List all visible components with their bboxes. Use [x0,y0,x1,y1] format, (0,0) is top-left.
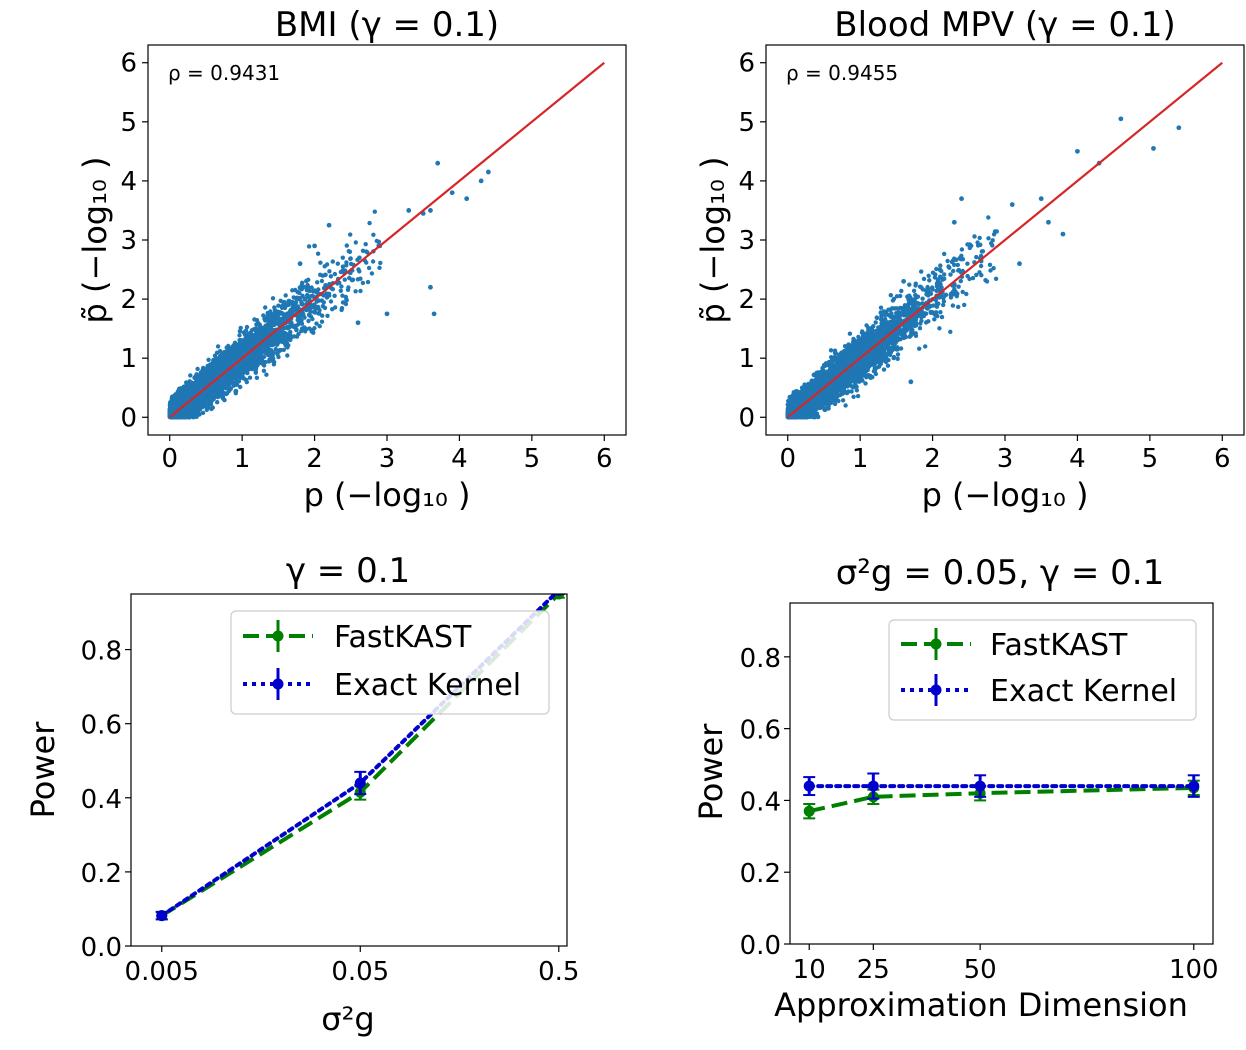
scatter-point [377,265,382,270]
scatter-point [339,306,345,311]
scatter-point [294,327,299,333]
scatter-point [322,305,328,311]
scatter-point [332,293,337,298]
scatter-point [338,288,343,293]
scatter-point [306,244,312,249]
scatter-point [344,263,349,268]
scatter-point [319,278,325,284]
scatter-point [348,261,354,267]
scatter-point [342,277,347,282]
scatter-point [318,260,323,265]
scatter-point [309,285,314,290]
scatter-point [233,388,239,394]
scatter-point [330,259,335,264]
scatter-point [206,357,211,362]
scatter-point [292,334,297,339]
scatter-point [188,373,193,378]
scatter-point [330,287,335,292]
scatter-point [323,272,328,277]
scatter-point [335,261,340,266]
plot-area [167,61,605,420]
scatter-point [261,368,267,373]
scatter-point [328,274,334,279]
scatter-point [283,293,288,298]
scatter-point [195,366,200,372]
scatter-point [276,354,281,360]
scatter-point [212,353,218,358]
scatter-point [353,240,358,245]
scatter-point [239,338,244,343]
scatter-point [330,307,335,312]
scatter-point [300,327,305,333]
scatter-point [325,313,330,318]
scatter-point [263,305,268,310]
scatter-point [276,303,281,308]
scatter-point [306,277,311,282]
scatter-point [370,259,376,264]
scatter-point [302,296,307,301]
scatter-point [253,366,259,371]
scatter-point [346,249,351,254]
scatter-point [374,238,379,244]
scatter-point [272,307,278,313]
scatter-point [322,264,327,269]
scatter-point [357,255,362,260]
scatter-point [346,285,351,290]
scatter-point [360,280,366,286]
scatter-point [254,318,260,323]
scatter-point [317,324,322,329]
scatter-point [291,324,297,329]
scatter-point [348,232,353,237]
scatter-point [296,322,301,327]
scatter-point [372,209,377,214]
scatter-point [254,375,260,380]
scatter-point [210,405,215,410]
scatter-point [253,370,258,375]
scatter-point [367,220,372,226]
scatter-point [298,317,303,323]
scatter-point [378,260,383,266]
scatter-point [366,265,372,271]
scatter-point [363,242,368,247]
scatter-point [221,396,226,401]
scatter-point [319,319,325,324]
scatter-point [237,333,242,338]
scatter-point [357,269,362,274]
scatter-point [315,251,321,256]
scatter-point [257,358,263,363]
scatter-point [355,277,361,282]
scatter-point [340,293,345,298]
scatter-point [314,321,319,326]
scatter-point [371,232,376,237]
scatter-point [340,300,346,305]
scatter-point [339,284,344,289]
chart-title: BMI (γ = 0.1) [275,5,499,45]
scatter-point [285,353,290,358]
scatter-point [295,289,300,295]
scatter-point [315,280,320,285]
scatter-point [353,289,358,294]
scatter-point [244,379,249,385]
scatter-point [327,269,332,274]
scatter-point [310,328,315,333]
